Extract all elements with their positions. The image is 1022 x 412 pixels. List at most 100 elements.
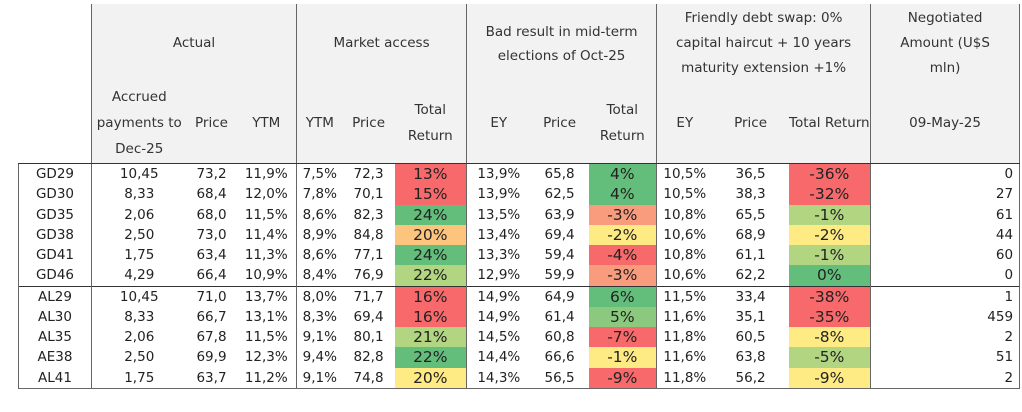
friendly-ey-cell: 11,8% — [656, 327, 713, 348]
table-row: AL41 1,75 63,7 11,2% 9,1% 74,8 20% 14,3% 56,5 -9%… — [18, 367, 1021, 389]
bad-price-cell: 63,9 — [544, 206, 575, 223]
market-ytm-cell: 8,6% — [296, 204, 343, 225]
price-cell: 68,0 — [196, 206, 227, 223]
market-return-cell: 16% — [394, 306, 467, 327]
market-price-cell: 76,9 — [353, 267, 384, 284]
price-cell: 63,7 — [186, 367, 237, 389]
market-return-cell: 20% — [394, 367, 467, 389]
ytm-cell: 12,0% — [244, 186, 288, 203]
market-price-cell: 71,7 — [342, 285, 395, 307]
group-friendly-swap: Friendly debt swap: 0% capital haircut +… — [656, 4, 871, 83]
bond-cell: GD29 — [18, 163, 92, 185]
market-price-cell: 84,8 — [353, 226, 384, 243]
market-price-cell: 80,1 — [353, 329, 384, 346]
amount-cell: 1 — [870, 285, 1021, 307]
market-ytm-cell: 9,1% — [296, 367, 343, 389]
col-price: Price — [186, 83, 237, 164]
friendly-ey-cell: 11,6% — [656, 347, 713, 368]
bad-ey-cell: 13,4% — [466, 224, 531, 245]
corner-blank-2 — [18, 83, 92, 164]
accrued-cell: 2,06 — [91, 327, 187, 348]
bad-ey-cell: 13,5% — [466, 204, 531, 225]
amount-cell: 44 — [870, 224, 1021, 245]
market-return-cell: 24% — [394, 204, 467, 225]
ytm-cell: 11,3% — [244, 247, 288, 264]
bad-price-cell: 56,5 — [530, 367, 589, 389]
market-ytm-cell: 8,9% — [296, 224, 343, 245]
friendly-return-cell: -5% — [788, 347, 871, 368]
price-cell: 66,7 — [196, 308, 227, 325]
bad-price-cell: 60,8 — [544, 329, 575, 346]
market-return-cell: 21% — [394, 327, 467, 348]
market-price-cell: 77,1 — [353, 247, 384, 264]
price-cell: 69,9 — [196, 349, 227, 366]
bad-price-cell: 62,5 — [544, 186, 575, 203]
amount-cell: 2 — [870, 367, 1021, 389]
bad-return-cell: -4% — [588, 245, 657, 266]
bad-ey-cell: 14,4% — [466, 347, 531, 368]
friendly-return-cell: -38% — [788, 285, 871, 307]
ytm-cell: 11,9% — [236, 163, 297, 185]
market-ytm-cell: 7,5% — [296, 163, 343, 185]
bad-return-cell: -1% — [588, 347, 657, 368]
market-return-cell: 16% — [394, 285, 467, 307]
friendly-return-cell: -8% — [788, 327, 871, 348]
bad-price-cell: 59,4 — [544, 247, 575, 264]
col-market-ytm: YTM — [296, 83, 343, 164]
market-return-cell: 22% — [394, 265, 467, 286]
friendly-price-cell: 65,5 — [735, 206, 766, 223]
market-ytm-cell: 8,0% — [296, 285, 343, 307]
bond-cell: GD38 — [18, 224, 92, 245]
table-row: AE38 2,50 69,9 12,3% 9,4% 82,8 22% 14,4% 66,6 -1%… — [18, 347, 1021, 368]
friendly-return-cell: -1% — [788, 245, 871, 266]
friendly-ey-cell: 11,8% — [656, 367, 713, 389]
bad-return-cell: -3% — [588, 204, 657, 225]
ytm-cell: 11,2% — [236, 367, 297, 389]
amount-cell: 61 — [870, 204, 1021, 225]
corner-blank — [18, 4, 92, 83]
ytm-cell: 13,7% — [236, 285, 297, 307]
bad-ey-cell: 14,3% — [466, 367, 531, 389]
bond-cell: GD46 — [18, 265, 92, 286]
market-ytm-cell: 9,4% — [296, 347, 343, 368]
bad-ey-cell: 12,9% — [466, 265, 531, 286]
bad-return-cell: 4% — [588, 184, 657, 205]
col-date: 09-May-25 — [870, 83, 1021, 164]
bad-ey-cell: 14,9% — [466, 306, 531, 327]
table-row: GD38 2,50 73,0 11,4% 8,9% 84,8 20% 13,4% 69,4 -2%… — [18, 224, 1021, 245]
bad-return-cell: 6% — [588, 285, 657, 307]
amount-cell: 27 — [870, 184, 1021, 205]
friendly-price-cell: 61,1 — [735, 247, 766, 264]
ytm-cell: 11,5% — [244, 329, 288, 346]
bad-ey-cell: 13,9% — [466, 163, 531, 185]
col-ytm: YTM — [236, 83, 297, 164]
amount-cell: 51 — [870, 347, 1021, 368]
accrued-cell: 1,75 — [91, 367, 187, 389]
friendly-price-cell: 63,8 — [735, 349, 766, 366]
price-cell: 63,4 — [196, 247, 227, 264]
bond-cell: AL29 — [18, 285, 92, 307]
accrued-cell: 2,06 — [91, 204, 187, 225]
bad-ey-cell: 13,3% — [466, 245, 531, 266]
table-row: AL29 10,45 71,0 13,7% 8,0% 71,7 16% 14,9% 64,9 6%… — [18, 285, 1021, 307]
price-cell: 73,2 — [186, 163, 237, 185]
friendly-ey-cell: 11,5% — [656, 285, 713, 307]
price-cell: 68,4 — [196, 186, 227, 203]
friendly-ey-cell: 10,5% — [656, 163, 713, 185]
col-friendly-total-return: Total Return — [788, 83, 871, 164]
friendly-ey-cell: 11,6% — [656, 306, 713, 327]
amount-cell: 0 — [870, 163, 1021, 185]
ytm-cell: 13,1% — [244, 308, 288, 325]
market-ytm-cell: 7,8% — [296, 184, 343, 205]
bad-price-cell: 69,4 — [544, 226, 575, 243]
bad-return-cell: -9% — [588, 367, 657, 389]
col-bad-ey: EY — [466, 83, 531, 164]
ytm-cell: 10,9% — [244, 267, 288, 284]
col-friendly-ey: EY — [656, 83, 713, 164]
friendly-return-cell: -1% — [788, 204, 871, 225]
group-market-access: Market access — [296, 4, 467, 83]
market-return-cell: 22% — [394, 347, 467, 368]
market-ytm-cell: 8,6% — [296, 245, 343, 266]
market-price-cell: 74,8 — [342, 367, 395, 389]
friendly-price-cell: 35,1 — [735, 308, 766, 325]
